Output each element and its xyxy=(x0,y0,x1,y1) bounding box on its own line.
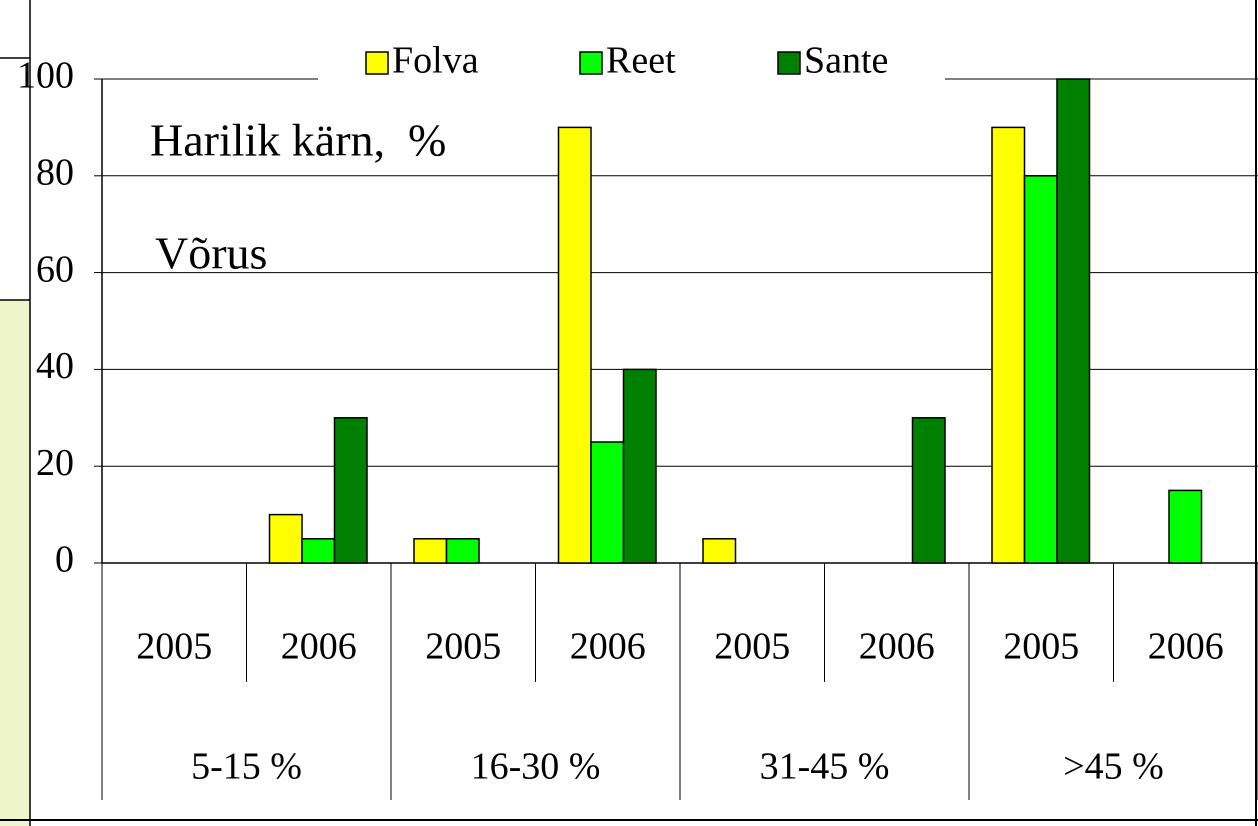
chart-subtitle: Võrus xyxy=(155,228,267,279)
x-tick-label: 2005 xyxy=(1003,626,1079,668)
y-tick-label: 100 xyxy=(17,55,74,97)
bar xyxy=(1056,78,1091,564)
bar xyxy=(413,538,448,564)
legend-swatch xyxy=(365,51,389,75)
y-tick-label: 80 xyxy=(36,152,74,194)
group-label: 16-30 % xyxy=(471,746,601,788)
legend-label: Reet xyxy=(606,40,676,82)
bar xyxy=(268,513,303,564)
bar xyxy=(702,538,737,564)
bar xyxy=(301,538,336,564)
side-strip xyxy=(0,300,30,826)
bar xyxy=(622,368,657,564)
bar xyxy=(1023,175,1058,564)
x-tick-label: 2006 xyxy=(281,626,357,668)
bar xyxy=(1168,489,1203,564)
x-tick-label: 2006 xyxy=(859,626,935,668)
x-tick-label: 2005 xyxy=(136,626,212,668)
legend-label: Sante xyxy=(804,40,888,82)
group-label: 5-15 % xyxy=(191,746,302,788)
bar xyxy=(911,417,946,564)
x-tick-label: 2006 xyxy=(570,626,646,668)
chart-title: Harilik kärn, % xyxy=(150,115,446,166)
legend-swatch xyxy=(777,51,801,75)
y-tick-label: 0 xyxy=(55,539,74,581)
bar xyxy=(333,417,368,564)
x-tick-label: 2006 xyxy=(1148,626,1224,668)
bar xyxy=(445,538,480,564)
legend-box xyxy=(318,40,945,88)
y-tick-label: 60 xyxy=(36,248,74,290)
x-tick-label: 2005 xyxy=(714,626,790,668)
x-tick-label: 2005 xyxy=(425,626,501,668)
group-label: >45 % xyxy=(1063,746,1164,788)
bar xyxy=(991,126,1026,564)
y-tick-label: 20 xyxy=(36,442,74,484)
group-label: 31-45 % xyxy=(760,746,890,788)
y-tick-label: 40 xyxy=(36,345,74,387)
bar xyxy=(590,441,625,564)
legend-swatch xyxy=(579,51,603,75)
bar xyxy=(557,126,592,564)
legend-label: Folva xyxy=(392,40,479,82)
